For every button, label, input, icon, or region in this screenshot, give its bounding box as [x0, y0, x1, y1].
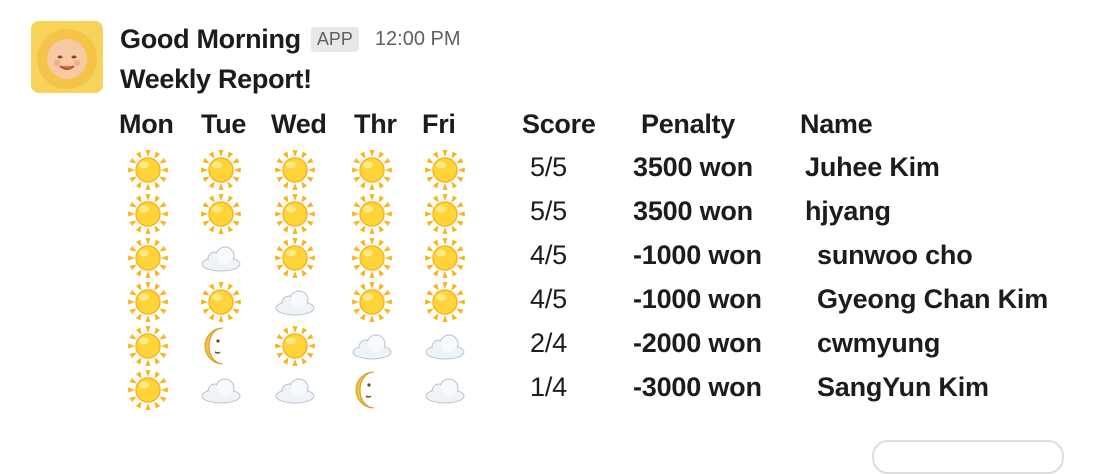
sun-icon — [350, 192, 394, 236]
cloud-icon — [350, 324, 394, 368]
cloud-icon — [199, 368, 243, 412]
partial-reaction-button[interactable] — [872, 440, 1064, 474]
app-avatar[interactable] — [31, 21, 103, 93]
sun-icon — [126, 236, 170, 280]
message-timestamp[interactable]: 12:00 PM — [374, 27, 461, 50]
sun-icon — [199, 148, 243, 192]
penalty-cell: -1000 won — [633, 284, 762, 314]
sun-icon — [126, 324, 170, 368]
cloud-icon — [199, 236, 243, 280]
penalty-cell: 3500 won — [633, 152, 753, 182]
moon-icon — [199, 324, 243, 368]
sun-icon — [273, 324, 317, 368]
sun-icon — [273, 192, 317, 236]
header-tue: Tue — [201, 109, 247, 139]
sun-icon — [423, 192, 467, 236]
score-cell: 4/5 — [530, 240, 567, 270]
sun-icon — [423, 280, 467, 324]
sun-icon — [126, 192, 170, 236]
header-penalty: Penalty — [641, 109, 735, 139]
score-cell: 4/5 — [530, 284, 567, 314]
sun-icon — [199, 192, 243, 236]
sun-icon — [126, 368, 170, 412]
header-thr: Thr — [354, 109, 397, 139]
name-cell: hjyang — [805, 196, 891, 226]
message-header: Good Morning APP 12:00 PM — [120, 19, 461, 59]
sun-icon — [350, 280, 394, 324]
header-score: Score — [522, 109, 596, 139]
cloud-icon — [273, 368, 317, 412]
sun-icon — [126, 280, 170, 324]
cloud-icon — [423, 324, 467, 368]
sun-icon — [350, 148, 394, 192]
header-wed: Wed — [271, 109, 327, 139]
score-cell: 1/4 — [530, 372, 567, 402]
name-cell: cwmyung — [817, 328, 941, 358]
sender-name[interactable]: Good Morning — [120, 23, 301, 54]
sun-icon — [423, 236, 467, 280]
penalty-cell: -3000 won — [633, 372, 762, 402]
sun-icon — [273, 236, 317, 280]
sun-icon — [273, 148, 317, 192]
sun-icon — [126, 148, 170, 192]
penalty-cell: -1000 won — [633, 240, 762, 270]
name-cell: Gyeong Chan Kim — [817, 284, 1049, 314]
moon-icon — [350, 368, 394, 412]
score-cell: 2/4 — [530, 328, 567, 358]
penalty-cell: -2000 won — [633, 328, 762, 358]
app-badge: APP — [310, 26, 359, 52]
penalty-cell: 3500 won — [633, 196, 753, 226]
name-cell: SangYun Kim — [817, 372, 989, 402]
name-cell: sunwoo cho — [817, 240, 973, 270]
sun-face-avatar-icon — [31, 21, 103, 93]
score-cell: 5/5 — [530, 152, 567, 182]
header-name: Name — [800, 109, 873, 139]
score-cell: 5/5 — [530, 196, 567, 226]
message-title: Weekly Report! — [120, 64, 312, 94]
sun-icon — [199, 280, 243, 324]
header-mon: Mon — [119, 109, 174, 139]
sun-icon — [423, 148, 467, 192]
cloud-icon — [423, 368, 467, 412]
header-fri: Fri — [422, 109, 456, 139]
name-cell: Juhee Kim — [805, 152, 940, 182]
cloud-icon — [273, 280, 317, 324]
sun-icon — [350, 236, 394, 280]
